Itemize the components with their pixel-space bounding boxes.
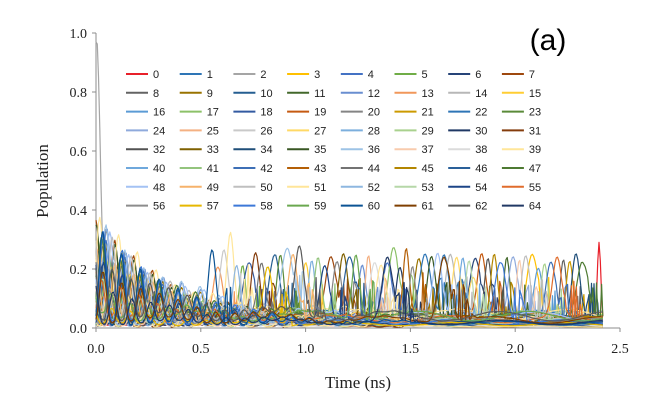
legend-label-31: 31	[529, 125, 541, 137]
legend-label-6: 6	[475, 69, 481, 81]
legend-label-46: 46	[475, 163, 487, 175]
legend-label-13: 13	[422, 88, 434, 100]
legend-label-64: 64	[529, 201, 541, 213]
legend-label-39: 39	[529, 144, 541, 156]
x-tick-label: 2.5	[611, 342, 629, 357]
y-tick-label: 0.4	[70, 204, 88, 219]
legend-label-15: 15	[529, 88, 541, 100]
legend-label-56: 56	[153, 201, 165, 213]
legend-label-35: 35	[314, 144, 326, 156]
legend-label-21: 21	[422, 107, 434, 119]
legend-label-62: 62	[475, 201, 487, 213]
legend-label-25: 25	[207, 125, 219, 137]
legend-label-24: 24	[153, 125, 165, 137]
legend-label-37: 37	[422, 144, 434, 156]
legend-label-34: 34	[260, 144, 272, 156]
legend-label-30: 30	[475, 125, 487, 137]
legend-label-29: 29	[422, 125, 434, 137]
legend-label-40: 40	[153, 163, 165, 175]
legend-label-16: 16	[153, 107, 165, 119]
legend-label-43: 43	[314, 163, 326, 175]
x-axis-title: Time (ns)	[325, 373, 391, 392]
legend-label-18: 18	[260, 107, 272, 119]
y-tick-label: 1.0	[70, 27, 88, 42]
legend-label-1: 1	[207, 69, 213, 81]
series-line-64	[95, 256, 603, 326]
legend-label-17: 17	[207, 107, 219, 119]
legend-label-19: 19	[314, 107, 326, 119]
legend-label-7: 7	[529, 69, 535, 81]
legend-label-55: 55	[529, 182, 541, 194]
legend-label-28: 28	[368, 125, 380, 137]
legend-label-57: 57	[207, 201, 219, 213]
legend-label-8: 8	[153, 88, 159, 100]
legend-label-49: 49	[207, 182, 219, 194]
legend-label-54: 54	[475, 182, 487, 194]
series-lines	[95, 41, 604, 328]
x-tick-label: 0.5	[192, 342, 210, 357]
legend-label-33: 33	[207, 144, 219, 156]
legend-label-48: 48	[153, 182, 165, 194]
legend-label-4: 4	[368, 69, 374, 81]
y-tick-label: 0.8	[70, 86, 88, 101]
legend-label-44: 44	[368, 163, 380, 175]
legend-label-60: 60	[368, 201, 380, 213]
legend-label-32: 32	[153, 144, 165, 156]
legend-label-26: 26	[260, 125, 272, 137]
legend-label-12: 12	[368, 88, 380, 100]
axes: 0.0 0.2 0.4 0.6 0.8 1.0 0.0 0.5 1.0 1.5 2.0 2.5	[70, 27, 629, 357]
legend-label-42: 42	[260, 163, 272, 175]
y-tick-label: 0.2	[70, 263, 88, 278]
legend-label-22: 22	[475, 107, 487, 119]
series-line-59	[95, 254, 603, 322]
y-axis-title: Population	[33, 144, 52, 218]
legend-label-9: 9	[207, 88, 213, 100]
x-tick-label: 2.0	[506, 342, 524, 357]
legend-label-14: 14	[475, 88, 487, 100]
legend-label-36: 36	[368, 144, 380, 156]
legend-label-38: 38	[475, 144, 487, 156]
legend-label-11: 11	[314, 88, 325, 100]
legend-label-52: 52	[368, 182, 380, 194]
legend-label-41: 41	[207, 163, 219, 175]
x-tick-label: 1.0	[297, 342, 315, 357]
legend-label-61: 61	[422, 201, 434, 213]
y-tick-label: 0.0	[70, 322, 88, 337]
panel-label: (a)	[530, 24, 567, 57]
legend-label-10: 10	[260, 88, 272, 100]
legend-label-45: 45	[422, 163, 434, 175]
legend-label-27: 27	[314, 125, 326, 137]
legend-label-3: 3	[314, 69, 320, 81]
y-tick-label: 0.6	[70, 145, 88, 160]
legend-label-5: 5	[422, 69, 428, 81]
x-tick-label: 0.0	[87, 342, 105, 357]
legend-label-58: 58	[260, 201, 272, 213]
series-line-62	[95, 245, 603, 322]
legend-label-0: 0	[153, 69, 159, 81]
legend-label-59: 59	[314, 201, 326, 213]
legend-label-53: 53	[422, 182, 434, 194]
legend-label-47: 47	[529, 163, 541, 175]
legend-label-23: 23	[529, 107, 541, 119]
legend-label-2: 2	[260, 69, 266, 81]
legend-label-50: 50	[260, 182, 272, 194]
x-tick-label: 1.5	[402, 342, 420, 357]
legend-label-51: 51	[314, 182, 326, 194]
legend-label-20: 20	[368, 107, 380, 119]
